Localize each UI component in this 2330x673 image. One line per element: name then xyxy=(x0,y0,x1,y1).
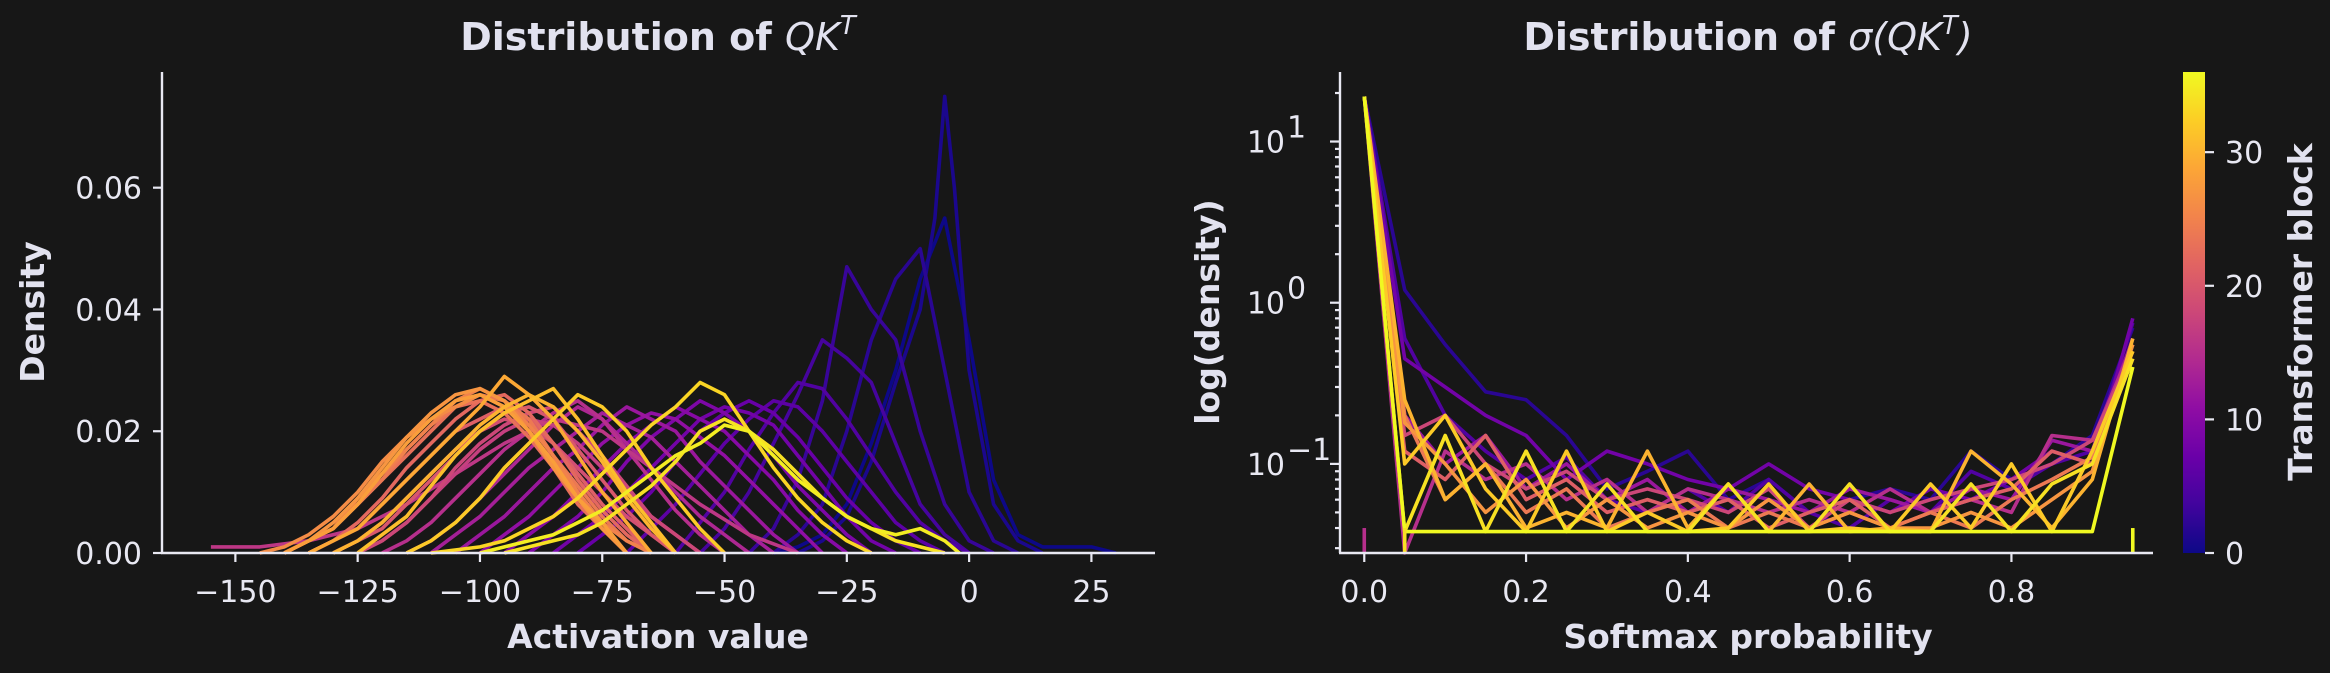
left-y-tick-label: 0.04 xyxy=(75,293,142,328)
right-y-axis-title: log(density) xyxy=(1188,199,1227,425)
left-series-line-block-5 xyxy=(674,380,970,555)
left-series-line-block-11 xyxy=(478,411,824,555)
left-series-lines xyxy=(210,94,1117,555)
left-series-line-block-33 xyxy=(430,380,873,555)
left-series-line-block-32 xyxy=(405,392,726,555)
right-x-tick-label: 0.6 xyxy=(1826,575,1874,610)
left-chart-title: Distribution of QKT xyxy=(460,11,858,59)
right-series-line-block-5 xyxy=(1362,96,2135,530)
left-x-tick-label: −150 xyxy=(194,575,276,610)
left-x-tick-label: −25 xyxy=(815,575,878,610)
left-x-tick-label: −50 xyxy=(693,575,756,610)
left-series-line-block-25 xyxy=(283,386,653,555)
left-series-line-block-28 xyxy=(283,392,629,555)
right-series-line-block-12 xyxy=(1362,96,2135,515)
right-y-tick-exponent: −1 xyxy=(1287,433,1331,468)
right-x-tick-label: 0.8 xyxy=(1988,575,2036,610)
right-chart: Distribution of σ(QKT) 0.0 0.2 0.4 0.6 0.810… xyxy=(1188,11,2153,656)
left-series-line-block-4 xyxy=(698,338,971,555)
left-x-tick-label: 25 xyxy=(1072,575,1110,610)
colorbar-tick-label: 0 xyxy=(2225,537,2244,572)
right-y-tick-exponent: 1 xyxy=(1287,111,1306,146)
right-chart-title: Distribution of σ(QKT) xyxy=(1523,11,1972,59)
left-y-tick-label: 0.06 xyxy=(75,172,142,207)
right-series-line-block-21 xyxy=(1362,96,2135,530)
right-series-line-block-36 xyxy=(1362,96,2135,534)
left-chart: Distribution of QKT −150 −125 −100 −75 −50 −2… xyxy=(13,11,1155,656)
right-series-line-block-30 xyxy=(1362,96,2135,534)
colorbar-tick-label: 10 xyxy=(2225,403,2263,438)
right-series-line-block-8 xyxy=(1362,96,2135,515)
left-series-line-block-8 xyxy=(552,405,897,555)
left-series-line-block-13 xyxy=(429,411,775,555)
left-series-line-block-15 xyxy=(381,398,726,555)
right-y-tick-label: 10 xyxy=(1247,126,1285,161)
right-series-line-block-18 xyxy=(1362,96,2135,530)
right-series-line-block-32 xyxy=(1362,96,2135,534)
left-series-line-block-3 xyxy=(747,264,995,555)
right-y-tick-label: 10 xyxy=(1247,287,1285,322)
right-y-tick-label: 10 xyxy=(1247,448,1285,483)
left-x-tick-label: −75 xyxy=(571,575,634,610)
right-x-tick-label: 0.0 xyxy=(1340,575,1388,610)
left-y-tick-label: 0.00 xyxy=(75,537,142,572)
right-x-tick-label: 0.4 xyxy=(1664,575,1712,610)
left-axis-ticks: −150 −125 −100 −75 −50 −25 0 25 0.00 0.02 0.04 0.06 xyxy=(75,172,1110,610)
left-series-line-block-31 xyxy=(356,386,678,555)
right-series-line-block-34 xyxy=(1362,96,2135,534)
right-series-line-block-24 xyxy=(1362,96,2135,530)
colorbar-tick-label: 30 xyxy=(2225,136,2263,171)
right-series-line-block-27 xyxy=(1362,96,2135,530)
left-x-tick-label: −100 xyxy=(439,575,521,610)
left-x-tick-label: 0 xyxy=(960,575,979,610)
left-x-tick-label: −125 xyxy=(316,575,398,610)
colorbar-ticks: 0 10 20 30 xyxy=(2205,136,2263,572)
left-x-axis-title: Activation value xyxy=(507,617,809,656)
colorbar: 0 10 20 30 Transformer block xyxy=(2183,72,2320,572)
right-y-tick-exponent: 0 xyxy=(1287,272,1306,307)
left-series-line-block-6 xyxy=(625,398,946,555)
left-y-axis-title: Density xyxy=(13,241,52,383)
right-x-axis-title: Softmax probability xyxy=(1563,617,1932,656)
left-series-line-block-30 xyxy=(332,392,677,555)
colorbar-gradient xyxy=(2183,72,2205,553)
colorbar-label: Transformer block xyxy=(2281,142,2320,481)
left-series-line-block-0 xyxy=(773,216,1117,555)
colorbar-tick-label: 20 xyxy=(2225,270,2263,305)
left-y-tick-label: 0.02 xyxy=(75,415,142,450)
left-series-line-block-12 xyxy=(454,405,799,555)
left-series-line-block-35 xyxy=(479,423,961,555)
right-series-line-block-2 xyxy=(1362,96,2135,515)
right-x-tick-label: 0.2 xyxy=(1502,575,1550,610)
right-series-lines xyxy=(1362,96,2135,555)
